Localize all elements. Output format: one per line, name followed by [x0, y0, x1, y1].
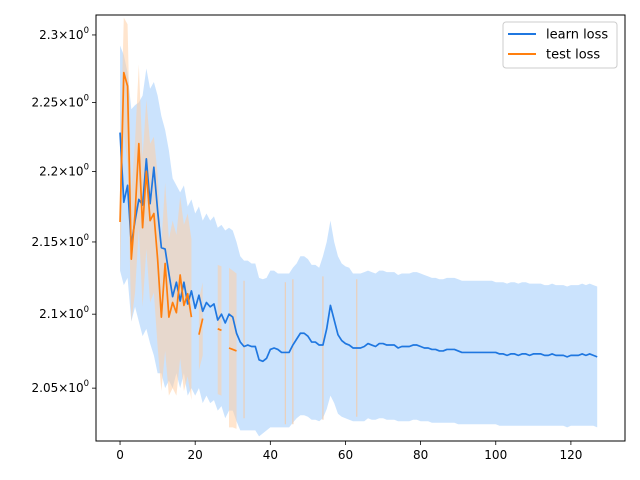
- x-tick-label: 40: [263, 448, 278, 462]
- legend: learn loss test loss: [502, 21, 618, 69]
- test-loss-line-segment: [217, 328, 222, 332]
- legend-label-test-loss: test loss: [546, 48, 600, 63]
- y-tick-label: 2.25×100: [32, 93, 89, 109]
- x-tick-label: 80: [413, 448, 428, 462]
- series-lines: [119, 71, 598, 363]
- test-loss-line-segment: [119, 71, 193, 318]
- test-loss-line-segment: [198, 318, 204, 335]
- legend-label-learn-loss: learn loss: [546, 28, 608, 43]
- x-tick-label: 60: [338, 448, 353, 462]
- plot-area: [119, 17, 598, 437]
- learn-loss-line-segment: [119, 132, 598, 363]
- y-tick-label: 2.05×100: [32, 379, 89, 395]
- y-tick-label: 2.1×100: [39, 305, 89, 321]
- y-tick-label: 2.2×100: [39, 162, 89, 178]
- y-axis-ticks: 2.05×100 2.1×100 2.15×100 2.2×100 2.25×100 2.…: [32, 26, 96, 395]
- x-tick-label: 0: [116, 448, 124, 462]
- y-tick-label: 2.15×100: [32, 233, 89, 249]
- x-axis-ticks: 0 20 40 60 80 100 120: [116, 441, 582, 462]
- x-tick-label: 100: [484, 448, 507, 462]
- axes-frame: [95, 14, 626, 442]
- y-tick-label: 2.3×100: [39, 26, 89, 42]
- x-tick-label: 20: [188, 448, 203, 462]
- x-tick-label: 120: [559, 448, 582, 462]
- test-loss-band-segment: [229, 267, 237, 429]
